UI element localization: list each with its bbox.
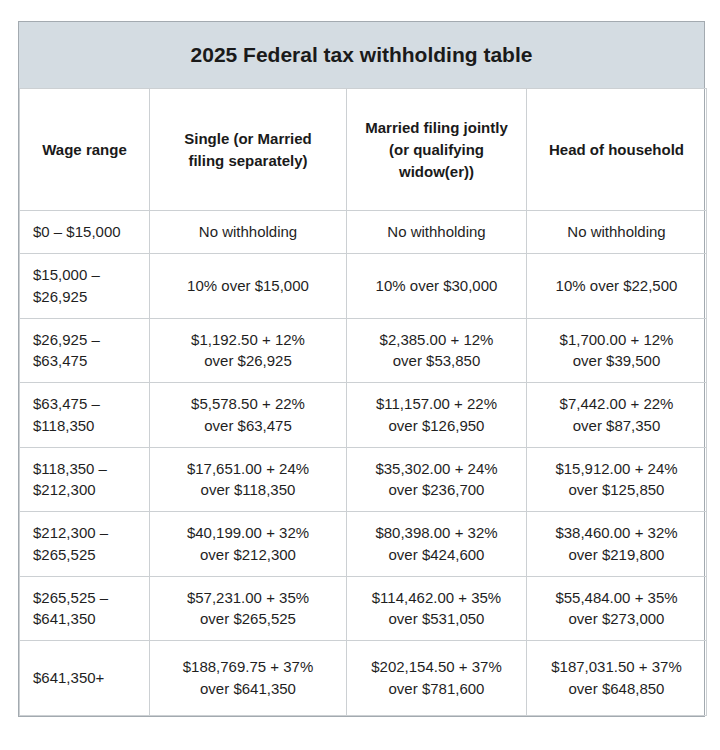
tax-table-grid: Wage range Single (or Married filing sep… (19, 88, 707, 716)
column-header-head-of-household: Head of household (527, 89, 707, 211)
column-header-married-jointly: Married filing jointly (or qualifying wi… (347, 89, 527, 211)
cell-head-of-household: No withholding (527, 211, 707, 254)
table-row: $118,350 – $212,300 $17,651.00 + 24% ove… (20, 447, 707, 512)
cell-wage-range: $265,525 – $641,350 (20, 576, 150, 641)
table-row: $0 – $15,000 No withholding No withholdi… (20, 211, 707, 254)
cell-head-of-household: $55,484.00 + 35% over $273,000 (527, 576, 707, 641)
table-row: $26,925 – $63,475 $1,192.50 + 12% over $… (20, 318, 707, 383)
cell-married-jointly: $35,302.00 + 24% over $236,700 (347, 447, 527, 512)
table-row: $63,475 – $118,350 $5,578.50 + 22% over … (20, 383, 707, 448)
cell-head-of-household: $38,460.00 + 32% over $219,800 (527, 512, 707, 577)
column-header-wage-range: Wage range (20, 89, 150, 211)
cell-married-jointly: No withholding (347, 211, 527, 254)
cell-head-of-household: $15,912.00 + 24% over $125,850 (527, 447, 707, 512)
cell-head-of-household: $1,700.00 + 12% over $39,500 (527, 318, 707, 383)
cell-wage-range: $63,475 – $118,350 (20, 383, 150, 448)
table-row: $212,300 – $265,525 $40,199.00 + 32% ove… (20, 512, 707, 577)
cell-married-jointly: $11,157.00 + 22% over $126,950 (347, 383, 527, 448)
table-row: $641,350+ $188,769.75 + 37% over $641,35… (20, 641, 707, 716)
cell-single: $40,199.00 + 32% over $212,300 (150, 512, 347, 577)
column-header-single: Single (or Married filing separately) (150, 89, 347, 211)
cell-wage-range: $212,300 – $265,525 (20, 512, 150, 577)
cell-married-jointly: $2,385.00 + 12% over $53,850 (347, 318, 527, 383)
cell-single: $17,651.00 + 24% over $118,350 (150, 447, 347, 512)
cell-married-jointly: $80,398.00 + 32% over $424,600 (347, 512, 527, 577)
cell-wage-range: $15,000 – $26,925 (20, 254, 150, 319)
cell-head-of-household: $7,442.00 + 22% over $87,350 (527, 383, 707, 448)
cell-married-jointly: $202,154.50 + 37% over $781,600 (347, 641, 527, 716)
cell-single: $57,231.00 + 35% over $265,525 (150, 576, 347, 641)
table-row: $265,525 – $641,350 $57,231.00 + 35% ove… (20, 576, 707, 641)
cell-wage-range: $26,925 – $63,475 (20, 318, 150, 383)
tax-withholding-table: 2025 Federal tax withholding table Wage … (18, 21, 705, 717)
cell-single: $5,578.50 + 22% over $63,475 (150, 383, 347, 448)
cell-wage-range: $118,350 – $212,300 (20, 447, 150, 512)
header-row: Wage range Single (or Married filing sep… (20, 89, 707, 211)
cell-wage-range: $641,350+ (20, 641, 150, 716)
cell-single: $1,192.50 + 12% over $26,925 (150, 318, 347, 383)
cell-married-jointly: $114,462.00 + 35% over $531,050 (347, 576, 527, 641)
cell-wage-range: $0 – $15,000 (20, 211, 150, 254)
cell-head-of-household: $187,031.50 + 37% over $648,850 (527, 641, 707, 716)
cell-head-of-household: 10% over $22,500 (527, 254, 707, 319)
cell-married-jointly: 10% over $30,000 (347, 254, 527, 319)
table-row: $15,000 – $26,925 10% over $15,000 10% o… (20, 254, 707, 319)
cell-single: 10% over $15,000 (150, 254, 347, 319)
table-title: 2025 Federal tax withholding table (19, 22, 704, 88)
cell-single: $188,769.75 + 37% over $641,350 (150, 641, 347, 716)
cell-single: No withholding (150, 211, 347, 254)
